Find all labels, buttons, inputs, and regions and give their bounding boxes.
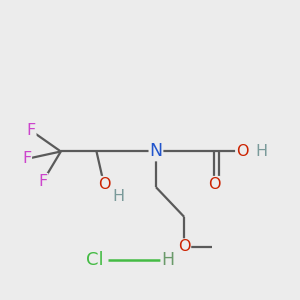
Text: H: H [161,251,174,269]
Text: F: F [26,123,36,138]
Text: O: O [236,144,248,159]
Text: F: F [22,152,31,166]
Text: O: O [178,239,190,254]
Text: O: O [98,177,110,192]
Text: N: N [149,142,163,160]
Text: Cl: Cl [86,251,104,269]
Text: H: H [113,189,125,204]
Text: H: H [255,144,268,159]
Text: O: O [208,177,220,192]
Text: F: F [38,174,48,189]
